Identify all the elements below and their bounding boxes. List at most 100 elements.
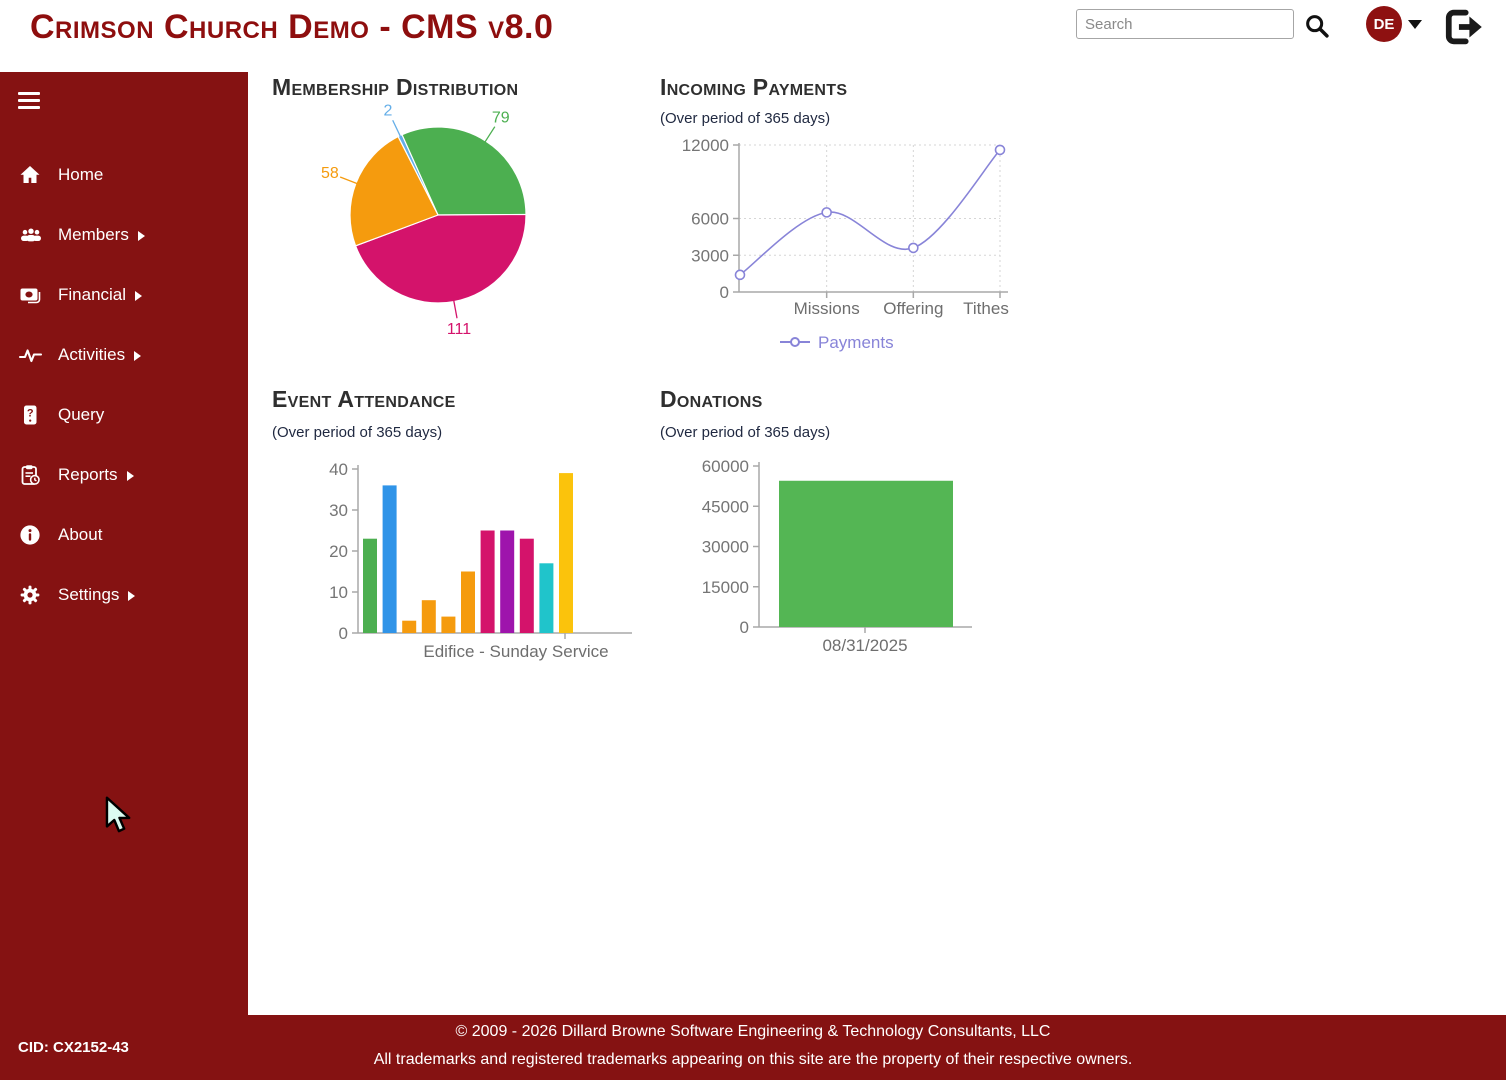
event-attendance-title: Event Attendance: [272, 386, 456, 412]
svg-text:20: 20: [329, 542, 348, 561]
financial-icon: [18, 283, 42, 307]
sidebar-item-home[interactable]: Home: [0, 145, 248, 205]
user-menu-caret-icon[interactable]: [1408, 20, 1422, 29]
incoming-payments-title: Incoming Payments: [660, 74, 848, 100]
incoming-payments-subtitle: (Over period of 365 days): [660, 110, 831, 127]
user-avatar[interactable]: DE: [1366, 6, 1402, 42]
trademark-text: All trademarks and registered trademarks…: [373, 1051, 1133, 1068]
membership-distribution-title: Membership Distribution: [272, 74, 519, 100]
search-button[interactable]: [1302, 12, 1332, 42]
submenu-caret-icon: [134, 351, 142, 361]
logout-icon: [1442, 9, 1486, 49]
sidebar-nav: Home Members Financial Activities? Query Repo…: [0, 145, 248, 625]
svg-text:2: 2: [383, 102, 392, 119]
sidebar: Home Members Financial Activities? Query Repo…: [0, 72, 248, 1015]
attendance-bar: [519, 538, 534, 633]
sidebar-item-label: Reports: [58, 465, 118, 484]
legend-marker-icon: [790, 337, 800, 347]
incoming-payments-line-chart: 0 3000 6000 12000 Missions Offering Tithes Paym…: [682, 136, 1009, 352]
sidebar-item-settings[interactable]: Settings: [0, 565, 248, 625]
app-footer: CID: CX2152-43 © 2009 - 2026 Dillard Bro…: [0, 1015, 1506, 1080]
reports-icon: [18, 463, 42, 487]
svg-text:15000: 15000: [702, 578, 749, 597]
svg-text:0: 0: [720, 283, 729, 302]
attendance-bar: [500, 530, 515, 633]
settings-icon: [18, 583, 42, 607]
client-id: CID: CX2152-43: [18, 1039, 129, 1056]
attendance-bar: [461, 571, 475, 633]
svg-text:60000: 60000: [702, 457, 749, 476]
svg-text:58: 58: [321, 165, 339, 182]
svg-text:3000: 3000: [691, 246, 729, 265]
svg-text:?: ?: [27, 408, 34, 420]
svg-text:Missions: Missions: [794, 299, 860, 318]
sidebar-item-label: Home: [58, 165, 104, 184]
membership-distribution-pie-chart: 2 79 111 58: [321, 102, 527, 338]
sidebar-item-query[interactable]: ? Query: [0, 385, 248, 445]
data-point: [821, 207, 832, 218]
donations-x-label: 08/31/2025: [822, 636, 907, 655]
svg-text:79: 79: [492, 109, 510, 126]
svg-text:40: 40: [329, 460, 348, 479]
attendance-x-label: Edifice - Sunday Service: [423, 642, 608, 661]
submenu-caret-icon: [128, 591, 136, 601]
attendance-bar: [382, 485, 397, 633]
logout-button[interactable]: [1441, 8, 1487, 48]
attendance-bar: [441, 616, 456, 633]
members-icon: [18, 223, 42, 247]
menu-toggle-icon[interactable]: [18, 92, 40, 109]
donations-bar-chart: 0 15000 30000 45000 60000 08/31/2025: [702, 457, 972, 655]
sidebar-item-label: Settings: [58, 585, 120, 604]
submenu-caret-icon: [126, 471, 134, 481]
sidebar-item-reports[interactable]: Reports: [0, 445, 248, 505]
about-icon: [18, 523, 42, 547]
search-input[interactable]: [1076, 9, 1294, 39]
sidebar-item-activities[interactable]: Activities: [0, 325, 248, 385]
legend-label: Payments: [818, 333, 894, 352]
app-header: Crimson Church Demo - CMS v8.0 DE: [0, 0, 1506, 72]
svg-text:45000: 45000: [702, 497, 749, 516]
svg-text:30: 30: [329, 501, 348, 520]
svg-text:30000: 30000: [702, 538, 749, 557]
sidebar-item-label: Members: [58, 225, 129, 244]
sidebar-item-label: Query: [58, 405, 105, 424]
attendance-bar: [421, 600, 436, 633]
attendance-bar: [402, 620, 417, 633]
main-content: Membership Distribution Incoming Payment…: [248, 72, 1506, 1015]
sidebar-item-label: Financial: [58, 285, 127, 304]
svg-text:12000: 12000: [682, 136, 729, 155]
sidebar-item-financial[interactable]: Financial: [0, 265, 248, 325]
attendance-bar: [559, 473, 573, 633]
attendance-bar: [539, 563, 554, 633]
query-icon: ?: [18, 403, 42, 427]
app-title: Crimson Church Demo - CMS v8.0: [30, 8, 554, 46]
sidebar-item-label: Activities: [58, 345, 126, 364]
sidebar-item-label: About: [58, 525, 103, 544]
donations-subtitle: (Over period of 365 days): [660, 424, 831, 441]
attendance-bar: [363, 538, 377, 633]
submenu-caret-icon: [135, 291, 143, 301]
search-icon: [1303, 15, 1331, 43]
svg-text:6000: 6000: [691, 210, 729, 229]
svg-text:111: 111: [447, 321, 471, 338]
activities-icon: [18, 343, 43, 367]
data-point: [908, 242, 919, 254]
data-point: [734, 269, 746, 281]
event-attendance-subtitle: (Over period of 365 days): [272, 424, 443, 441]
svg-text:Offering: Offering: [883, 299, 943, 318]
svg-text:0: 0: [339, 624, 348, 643]
payments-line: [739, 149, 1001, 276]
svg-text:10: 10: [329, 583, 348, 602]
event-attendance-bar-chart: 0 10 20 30 40 Edifice - Sunday Service: [329, 460, 632, 661]
svg-text:0: 0: [740, 618, 749, 637]
attendance-bar: [480, 530, 495, 633]
sidebar-item-members[interactable]: Members: [0, 205, 248, 265]
copyright-text: © 2009 - 2026 Dillard Browne Software En…: [455, 1023, 1051, 1040]
sidebar-item-about[interactable]: About: [0, 505, 248, 565]
home-icon: [18, 163, 42, 187]
donations-bar: [779, 480, 953, 627]
svg-text:Tithes: Tithes: [963, 299, 1009, 318]
data-point: [994, 144, 1006, 156]
submenu-caret-icon: [137, 231, 145, 241]
donations-title: Donations: [660, 386, 763, 412]
